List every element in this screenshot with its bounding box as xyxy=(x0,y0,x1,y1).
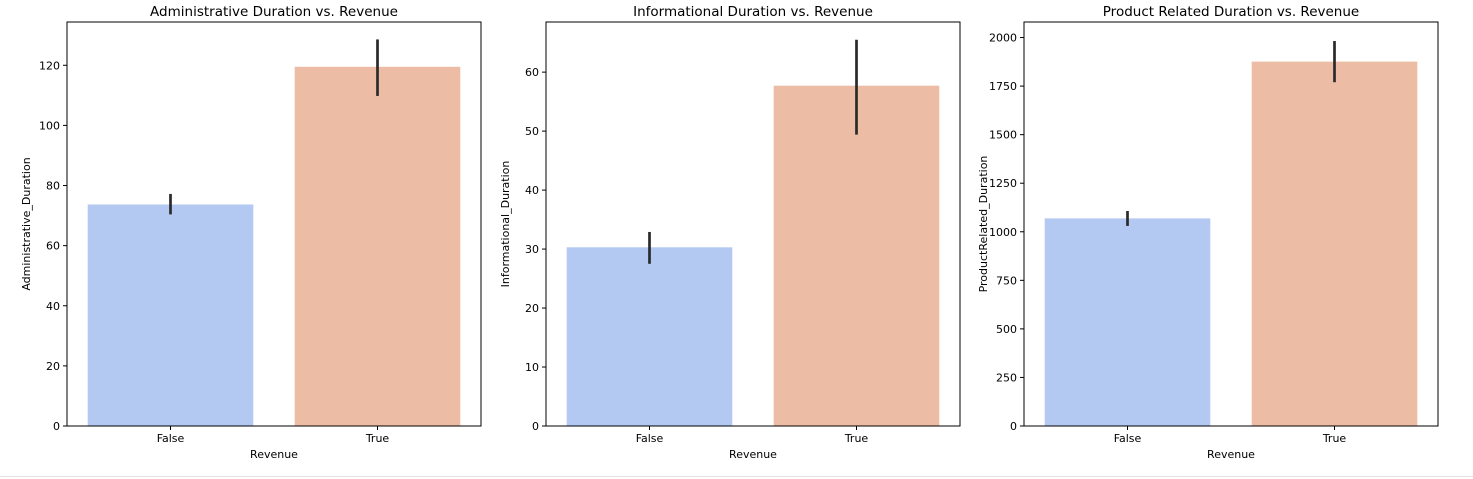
x-axis-label: Revenue xyxy=(1207,448,1255,461)
y-tick-label: 0 xyxy=(1010,420,1017,433)
y-tick-label: 1750 xyxy=(989,80,1017,93)
y-tick-label: 20 xyxy=(525,302,539,315)
y-tick-label: 120 xyxy=(39,59,60,72)
y-tick-label: 2000 xyxy=(989,32,1017,45)
x-axis-label: Revenue xyxy=(729,448,777,461)
y-tick-label: 60 xyxy=(46,240,60,253)
axes-frame xyxy=(1023,21,1439,427)
x-tick-label: True xyxy=(844,432,869,445)
y-tick-label: 100 xyxy=(39,119,60,132)
bottom-divider xyxy=(0,476,1473,477)
y-tick-label: 60 xyxy=(525,66,539,79)
x-tick-label: False xyxy=(157,432,185,445)
y-tick-label: 0 xyxy=(532,420,539,433)
y-tick-label: 0 xyxy=(53,420,60,433)
bar-false xyxy=(566,247,733,426)
y-tick-label: 40 xyxy=(525,184,539,197)
bar-false xyxy=(1044,218,1211,426)
x-tick-label: True xyxy=(1322,432,1347,445)
bar-false xyxy=(87,204,254,426)
y-axis-label: Administrative_Duration xyxy=(20,157,33,290)
y-axis-label: Informational_Duration xyxy=(499,161,512,288)
y-tick-label: 500 xyxy=(996,323,1017,336)
y-tick-label: 1250 xyxy=(989,177,1017,190)
y-tick-label: 20 xyxy=(46,360,60,373)
y-tick-label: 10 xyxy=(525,361,539,374)
y-tick-label: 40 xyxy=(46,300,60,313)
y-tick-label: 80 xyxy=(46,180,60,193)
y-tick-label: 50 xyxy=(525,125,539,138)
x-tick-label: False xyxy=(1114,432,1142,445)
bar-true xyxy=(773,85,940,426)
axes-frame xyxy=(545,21,961,427)
chart-title: Administrative Duration vs. Revenue xyxy=(150,4,398,20)
bar-true xyxy=(1251,61,1418,426)
y-tick-label: 1000 xyxy=(989,226,1017,239)
x-tick-label: False xyxy=(636,432,664,445)
axes-frame xyxy=(66,21,482,427)
chart-title: Product Related Duration vs. Revenue xyxy=(1103,4,1359,20)
x-axis-label: Revenue xyxy=(250,448,298,461)
y-tick-label: 1500 xyxy=(989,129,1017,142)
bar-true xyxy=(294,66,461,426)
y-tick-label: 30 xyxy=(525,243,539,256)
y-tick-label: 750 xyxy=(996,274,1017,287)
chart-title: Informational Duration vs. Revenue xyxy=(633,4,873,20)
y-axis-label: ProductRelated_Duration xyxy=(977,156,990,293)
y-tick-label: 250 xyxy=(996,371,1017,384)
x-tick-label: True xyxy=(365,432,390,445)
